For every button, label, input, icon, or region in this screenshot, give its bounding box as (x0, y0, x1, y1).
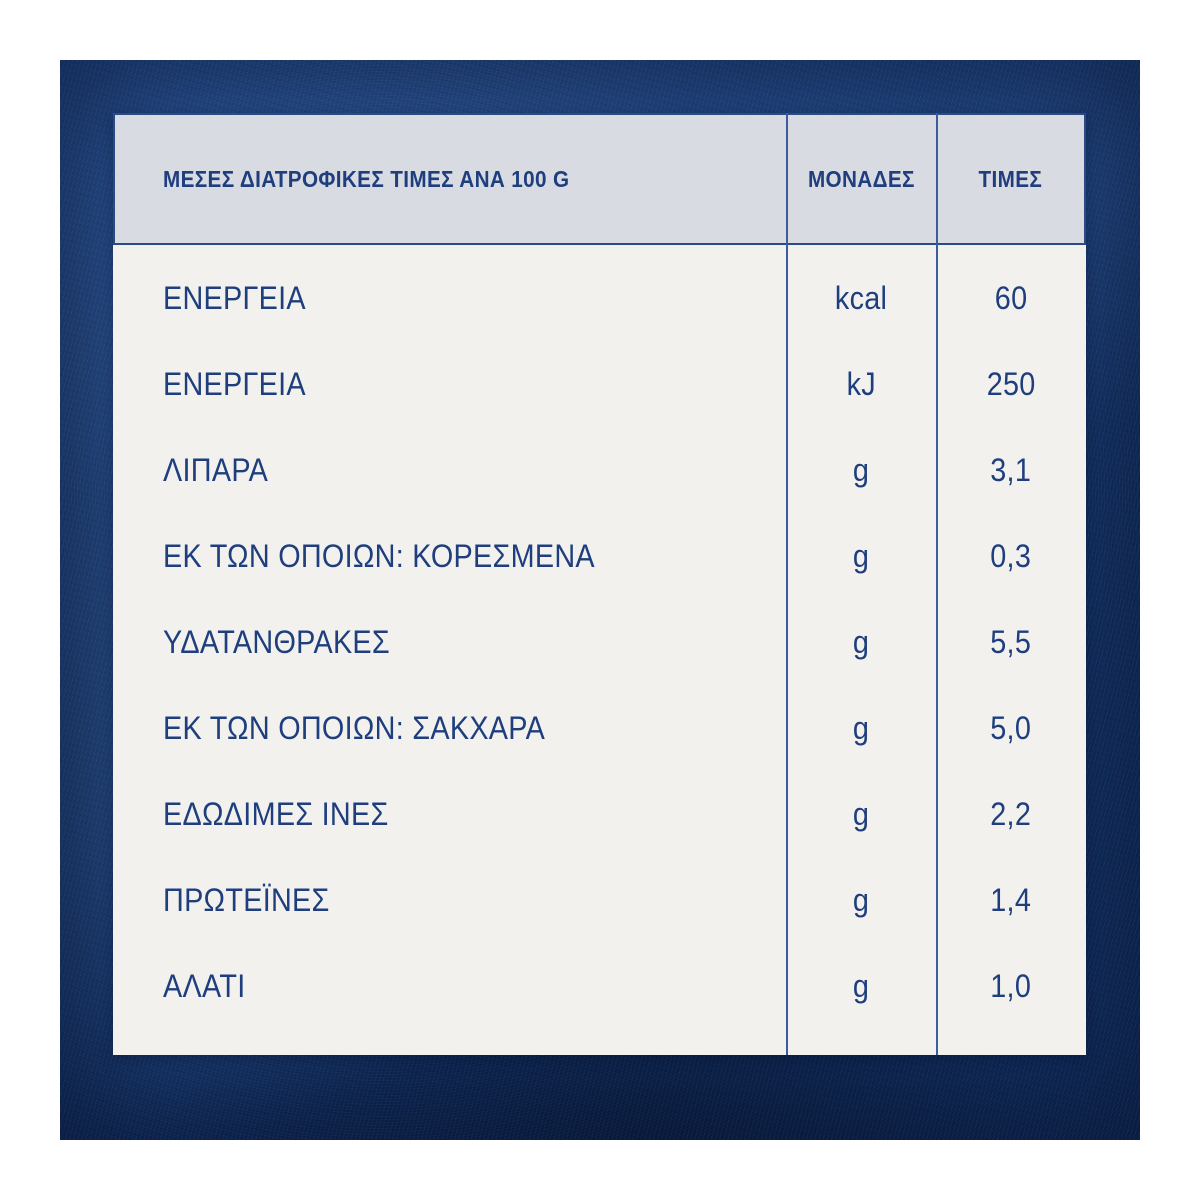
table-row-fibre: ΕΔΩΔΙΜΕΣ ΙΝΕΣ g 2,2 (113, 772, 1086, 858)
row-value: 0,3 (990, 537, 1032, 574)
nutrition-table: ΜΕΣΕΣ ΔΙΑΤΡΟΦΙΚΕΣ ΤΙΜΕΣ ΑΝΑ 100 G ΜΟΝΑΔΕ… (113, 113, 1086, 1055)
table-row-sugars: ΕΚ ΤΩΝ ΟΠΟΙΩΝ: ΣΑΚΧΑΡΑ g 5,0 (113, 686, 1086, 772)
row-unit: g (852, 710, 870, 747)
row-label: ΕΝΕΡΓΕΙΑ (163, 279, 306, 316)
column-divider-units (786, 113, 788, 1055)
row-unit: kcal (834, 279, 888, 316)
row-value: 1,0 (990, 968, 1032, 1005)
header-title: ΜΕΣΕΣ ΔΙΑΤΡΟΦΙΚΕΣ ΤΙΜΕΣ ΑΝΑ 100 G (163, 165, 570, 192)
row-label: ΑΛΑΤΙ (163, 968, 246, 1005)
row-unit: g (852, 968, 870, 1005)
table-row-protein: ΠΡΩΤΕΪΝΕΣ g 1,4 (113, 858, 1086, 944)
row-value: 1,4 (990, 882, 1032, 919)
row-unit: g (852, 882, 870, 919)
header-values-label: ΤΙΜΕΣ (978, 165, 1042, 192)
row-label: ΥΔΑΤΑΝΘΡΑΚΕΣ (163, 623, 390, 660)
row-label: ΠΡΩΤΕΪΝΕΣ (163, 882, 330, 919)
table-row-energy-kcal: ΕΝΕΡΓΕΙΑ kcal 60 (113, 255, 1086, 341)
header-units-label: ΜΟΝΑΔΕΣ (807, 165, 915, 192)
header-title-cell: ΜΕΣΕΣ ΔΙΑΤΡΟΦΙΚΕΣ ΤΙΜΕΣ ΑΝΑ 100 G (115, 166, 786, 193)
row-unit: g (852, 796, 870, 833)
header-values-cell: ΤΙΜΕΣ (936, 166, 1084, 193)
row-label: ΕΔΩΔΙΜΕΣ ΙΝΕΣ (163, 796, 389, 833)
row-unit: g (852, 623, 870, 660)
row-value: 2,2 (990, 796, 1032, 833)
row-value: 5,5 (990, 623, 1032, 660)
table-row-carbohydrates: ΥΔΑΤΑΝΘΡΑΚΕΣ g 5,5 (113, 599, 1086, 685)
row-unit: g (852, 451, 870, 488)
row-label: ΛΙΠΑΡΑ (163, 451, 269, 488)
table-body: ΕΝΕΡΓΕΙΑ kcal 60 ΕΝΕΡΓΕΙΑ kJ 250 ΛΙΠΑΡΑ … (113, 245, 1086, 1055)
column-divider-values (936, 113, 938, 1055)
row-unit: kJ (846, 365, 876, 402)
header-units-cell: ΜΟΝΑΔΕΣ (786, 166, 936, 193)
row-unit: g (852, 537, 870, 574)
blue-textured-background: ΜΕΣΕΣ ΔΙΑΤΡΟΦΙΚΕΣ ΤΙΜΕΣ ΑΝΑ 100 G ΜΟΝΑΔΕ… (60, 60, 1140, 1140)
row-value: 5,0 (990, 710, 1032, 747)
row-value: 3,1 (990, 451, 1032, 488)
table-row-energy-kj: ΕΝΕΡΓΕΙΑ kJ 250 (113, 341, 1086, 427)
row-label: ΕΚ ΤΩΝ ΟΠΟΙΩΝ: ΣΑΚΧΑΡΑ (163, 710, 546, 747)
row-value: 60 (994, 279, 1028, 316)
table-row-fat: ΛΙΠΑΡΑ g 3,1 (113, 427, 1086, 513)
table-header-row: ΜΕΣΕΣ ΔΙΑΤΡΟΦΙΚΕΣ ΤΙΜΕΣ ΑΝΑ 100 G ΜΟΝΑΔΕ… (113, 113, 1086, 245)
row-label: ΕΚ ΤΩΝ ΟΠΟΙΩΝ: ΚΟΡΕΣΜΕΝΑ (163, 537, 595, 574)
row-label: ΕΝΕΡΓΕΙΑ (163, 365, 306, 402)
row-value: 250 (986, 365, 1036, 402)
table-row-salt: ΑΛΑΤΙ g 1,0 (113, 944, 1086, 1030)
table-row-saturates: ΕΚ ΤΩΝ ΟΠΟΙΩΝ: ΚΟΡΕΣΜΕΝΑ g 0,3 (113, 513, 1086, 599)
